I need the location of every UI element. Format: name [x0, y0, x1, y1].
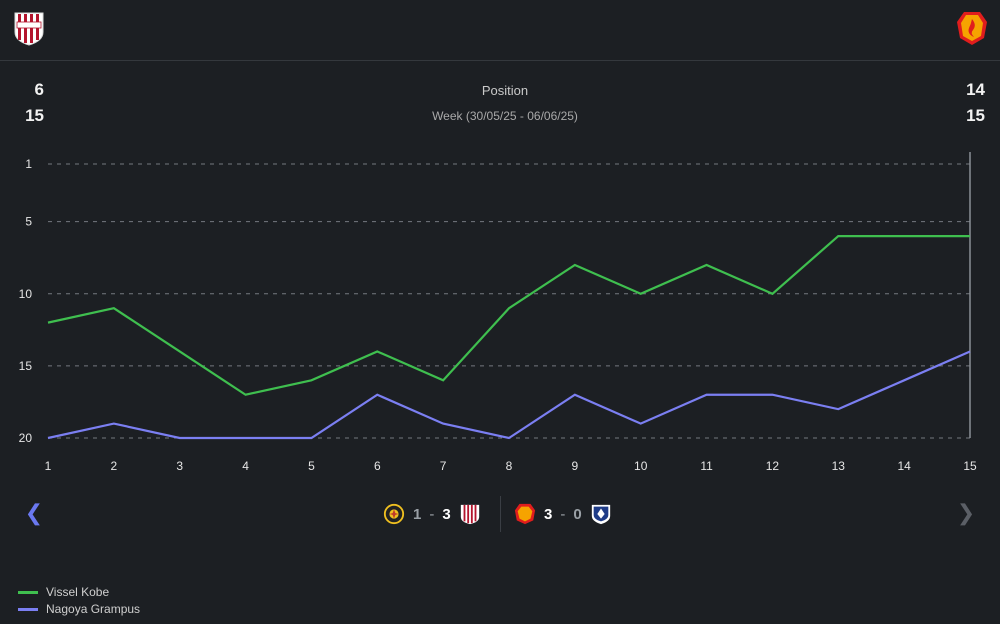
- x-tick-label: 1: [45, 459, 52, 473]
- x-tick-label: 7: [440, 459, 447, 473]
- y-tick-label: 10: [19, 287, 33, 301]
- x-tick-label: 10: [634, 459, 648, 473]
- y-tick-label: 5: [25, 215, 32, 229]
- legend-item-nagoya-grampus[interactable]: Nagoya Grampus: [18, 602, 140, 616]
- x-tick-label: 6: [374, 459, 381, 473]
- nagoya-grampus-crest-icon[interactable]: [955, 10, 989, 46]
- x-tick-label: 3: [176, 459, 183, 473]
- match-2-score-away: 0: [573, 505, 582, 523]
- x-tick-label: 13: [832, 459, 846, 473]
- vissel-kobe-crest-icon[interactable]: [12, 10, 46, 46]
- nagoya-grampus-small-crest-icon: [514, 503, 536, 525]
- x-tick-label: 5: [308, 459, 315, 473]
- legend-swatch-nagoya-grampus: [18, 607, 38, 611]
- chart-subtitle: Week (30/05/25 - 06/06/25): [432, 109, 578, 123]
- match-2-score-home: 3: [544, 505, 553, 523]
- opponent-2-crest-icon: [591, 504, 610, 525]
- match-1[interactable]: 1 - 3: [383, 500, 481, 528]
- match-1-score-home: 1: [413, 505, 422, 523]
- x-tick-label: 11: [700, 459, 713, 473]
- x-tick-label: 2: [111, 459, 118, 473]
- y-tick-label: 1: [25, 157, 32, 171]
- vissel-kobe-small-crest-icon: [460, 504, 479, 525]
- match-1-score-away: 3: [442, 505, 451, 523]
- legend-label-nagoya-grampus: Nagoya Grampus: [46, 602, 141, 616]
- x-tick-label: 9: [572, 459, 579, 473]
- chart-title: Position: [481, 83, 529, 98]
- x-tick-label: 14: [897, 459, 911, 473]
- chevron-right-icon[interactable]: ❯: [956, 500, 976, 525]
- match-1-score-separator: -: [429, 505, 435, 523]
- chevron-left-icon[interactable]: ❮: [24, 500, 44, 525]
- right-stat-bottom: 15: [966, 106, 985, 125]
- series-line-nagoya-grampus: [47, 350, 971, 440]
- opponent-crest-icon: [383, 503, 405, 525]
- series-line-vissel-kobe: [47, 235, 970, 396]
- x-tick-label: 8: [506, 459, 513, 473]
- y-tick-label: 15: [19, 359, 33, 373]
- left-stat-bottom: 15: [25, 106, 44, 125]
- right-stat-top: 14: [966, 80, 985, 99]
- legend-item-vissel-kobe[interactable]: Vissel Kobe: [18, 585, 109, 599]
- y-tick-label: 20: [19, 431, 33, 445]
- match-divider: [500, 496, 501, 532]
- header: [0, 0, 1000, 61]
- match-2-score-separator: -: [560, 505, 566, 523]
- legend-swatch-vissel-kobe: [18, 590, 38, 594]
- x-tick-label: 4: [242, 459, 249, 473]
- legend-label-vissel-kobe: Vissel Kobe: [46, 585, 110, 599]
- x-tick-label: 12: [766, 459, 780, 473]
- match-2[interactable]: 3 - 0: [514, 500, 612, 528]
- left-stat-top: 6: [34, 80, 44, 99]
- x-tick-label: 15: [963, 459, 977, 473]
